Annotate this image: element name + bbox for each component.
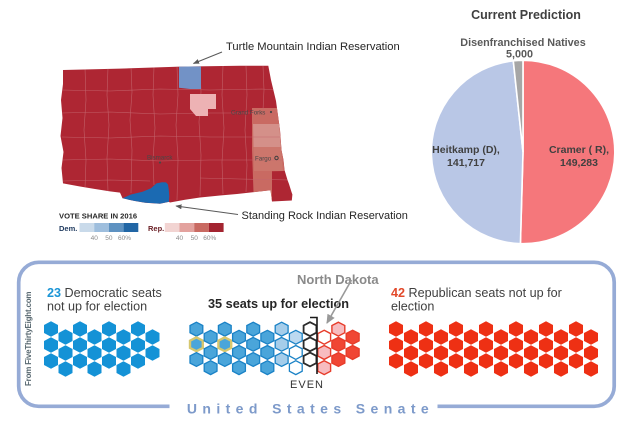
svg-text:60%: 60% xyxy=(203,235,216,242)
svg-text:Bismarck: Bismarck xyxy=(147,155,173,162)
svg-text:35 seats up for election: 35 seats up for election xyxy=(208,297,349,311)
svg-text:50: 50 xyxy=(191,235,199,242)
svg-text:Fargo: Fargo xyxy=(255,156,272,163)
svg-text:141,717: 141,717 xyxy=(447,157,485,169)
svg-text:EVEN: EVEN xyxy=(290,379,324,391)
svg-text:VOTE SHARE IN 2016: VOTE SHARE IN 2016 xyxy=(59,212,137,221)
svg-text:Heitkamp (D),: Heitkamp (D), xyxy=(432,144,500,156)
svg-text:23 Democratic seats: 23 Democratic seats xyxy=(47,286,162,300)
svg-text:Current Prediction: Current Prediction xyxy=(471,8,581,22)
svg-text:40: 40 xyxy=(91,235,99,242)
svg-text:42 Republican seats not up for: 42 Republican seats not up for xyxy=(391,286,562,300)
svg-text:From FiveThirtyEight.com: From FiveThirtyEight.com xyxy=(24,292,33,386)
svg-text:Dem.: Dem. xyxy=(59,224,77,233)
svg-text:North Dakota: North Dakota xyxy=(297,272,379,287)
svg-text:Rep.: Rep. xyxy=(148,224,164,233)
svg-text:Disenfranchised Natives: Disenfranchised Natives xyxy=(460,37,585,49)
svg-text:40: 40 xyxy=(176,235,184,242)
svg-text:5,000: 5,000 xyxy=(506,49,533,61)
svg-text:Grand Forks: Grand Forks xyxy=(231,110,265,117)
svg-text:50: 50 xyxy=(105,235,113,242)
svg-text:United States Senate: United States Senate xyxy=(187,401,434,417)
svg-text:Turtle Mountain Indian Reserva: Turtle Mountain Indian Reservation xyxy=(226,41,400,53)
svg-text:Standing Rock Indian Reservati: Standing Rock Indian Reservation xyxy=(242,210,408,222)
svg-text:Cramer ( R),: Cramer ( R), xyxy=(549,144,609,156)
svg-text:60%: 60% xyxy=(118,235,131,242)
svg-text:election: election xyxy=(391,300,434,314)
svg-text:not up for election: not up for election xyxy=(47,300,147,314)
svg-text:149,283: 149,283 xyxy=(560,157,598,169)
